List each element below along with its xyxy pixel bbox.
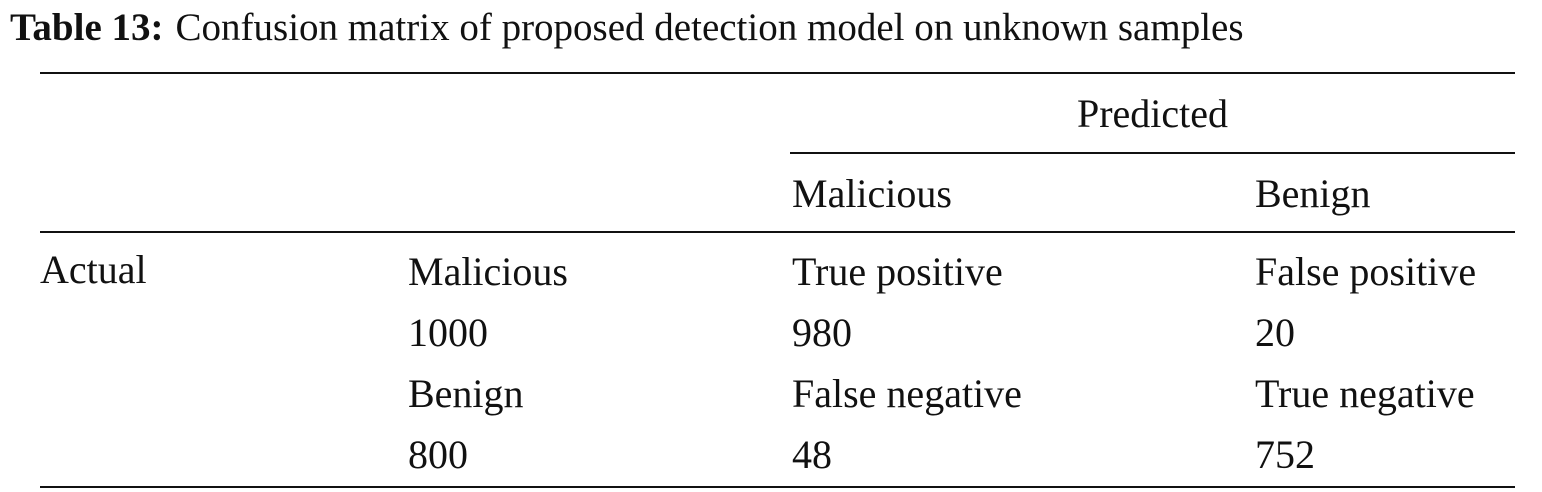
column-header: Malicious bbox=[792, 171, 952, 216]
table-cell: 48 bbox=[792, 432, 832, 477]
table-cell: False negative bbox=[792, 371, 1022, 416]
caption: Table 13: Confusion matrix of proposed de… bbox=[10, 8, 1244, 47]
group-header: Predicted bbox=[1076, 91, 1229, 136]
table-cell: False positive bbox=[1255, 249, 1477, 294]
group-rule bbox=[790, 152, 1515, 154]
bottom-rule bbox=[40, 486, 1515, 488]
caption-text: Confusion matrix of proposed detection m… bbox=[175, 6, 1244, 49]
row-group: Actual bbox=[40, 247, 147, 292]
caption-label: Table 13: bbox=[10, 6, 164, 49]
table-cell: Malicious bbox=[408, 249, 568, 294]
table-cell: 800 bbox=[408, 432, 468, 477]
table-cell: 752 bbox=[1255, 432, 1315, 477]
column-header: Benign bbox=[1255, 171, 1371, 216]
table-cell: 20 bbox=[1255, 310, 1295, 355]
top-rule bbox=[40, 72, 1515, 74]
table-cell: 1000 bbox=[408, 310, 488, 355]
table-cell: True positive bbox=[792, 249, 1003, 294]
table-cell: True negative bbox=[1255, 371, 1475, 416]
table-cell: Benign bbox=[408, 371, 524, 416]
mid-rule bbox=[40, 231, 1515, 233]
table-cell: 980 bbox=[792, 310, 852, 355]
